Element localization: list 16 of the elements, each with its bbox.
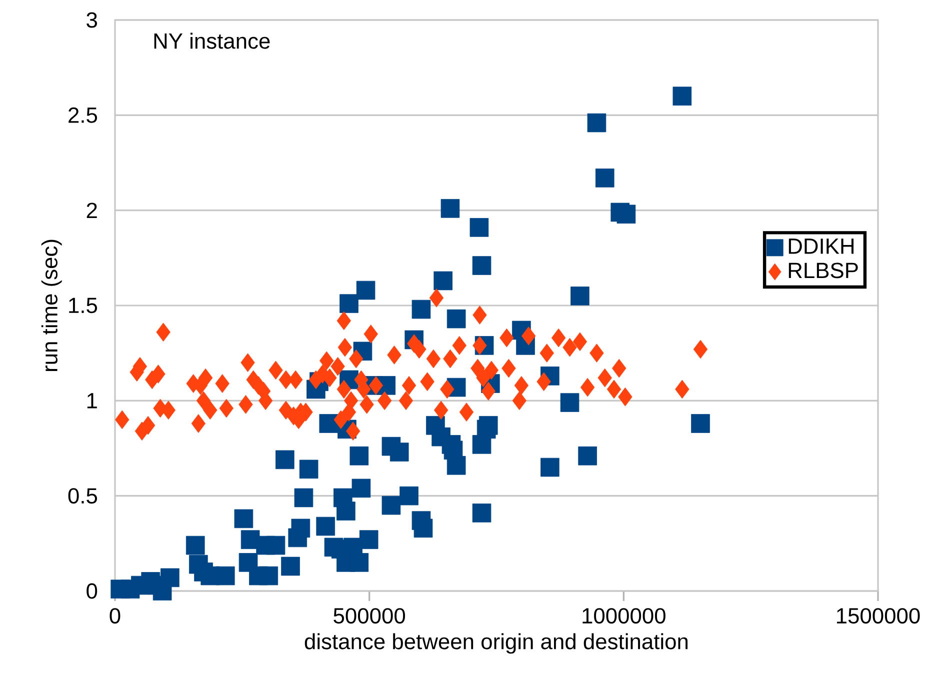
annotation: NY instance [154,32,270,49]
x-axis-title: distance between origin and destination [304,633,688,654]
x-tick-label: 1000000 [582,608,666,624]
x-tick-label: 1500000 [837,608,920,624]
y-tick-label: 3 [86,12,97,28]
legend-label: DDIKH [788,238,854,254]
y-axis-title: run time (sec) [41,240,62,372]
x-tick-label: 0 [110,608,120,624]
x-tick-label: 500000 [334,608,406,624]
y-tick-label: 1.5 [69,298,98,314]
y-tick-label: 1 [87,393,97,408]
y-tick-label: 2.5 [68,107,98,123]
y-tick-label: 2 [86,202,97,218]
y-tick-label: 0 [86,583,98,599]
legend-label: RLBSP [788,262,858,278]
y-tick-label: 0.5 [68,488,98,504]
